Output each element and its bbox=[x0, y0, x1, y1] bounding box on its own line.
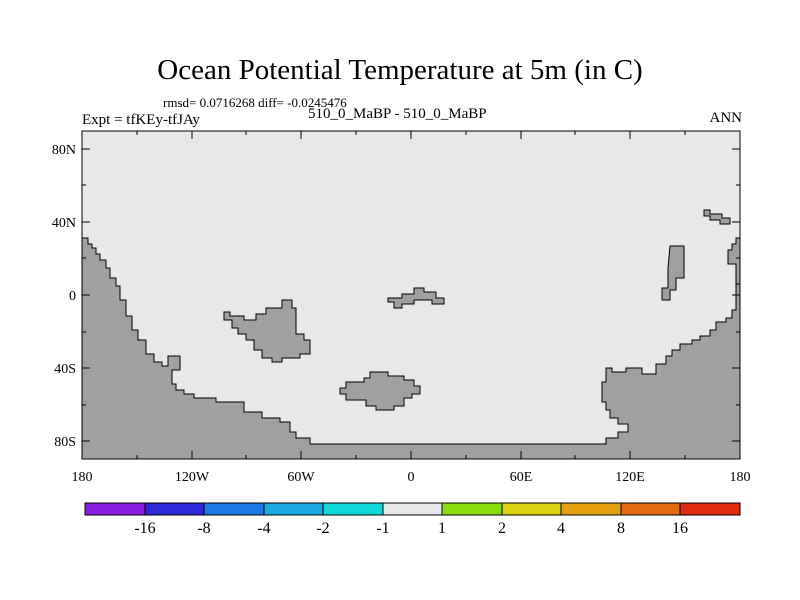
colorbar-box-9 bbox=[560, 502, 622, 516]
case-label: 510_0_MaBP - 510_0_MaBP bbox=[308, 106, 487, 122]
lat-label-80n: 80N bbox=[52, 143, 76, 158]
lat-ticks bbox=[82, 148, 740, 442]
colorbar-label: 1 bbox=[438, 520, 446, 537]
lon-label-0: 0 bbox=[408, 470, 415, 485]
lon-labels: 180 120W 60W 0 60E 120E 180 bbox=[72, 470, 751, 485]
map-title: Ocean Potential Temperature at 5m (in C) bbox=[157, 54, 643, 86]
lon-ticks bbox=[136, 131, 686, 459]
colorbar-box-5 bbox=[322, 502, 384, 516]
land-central-island bbox=[387, 287, 445, 309]
colorbar-box-10 bbox=[620, 502, 681, 516]
colorbar-label: -2 bbox=[316, 520, 329, 537]
lon-label-180e: 180 bbox=[730, 470, 751, 485]
colorbar-box-4 bbox=[263, 502, 324, 516]
land-west-continent bbox=[81, 237, 741, 460]
experiment-label: Expt = tfKEy-tfJAy bbox=[82, 112, 200, 128]
colorbar-label: -1 bbox=[376, 520, 389, 537]
lon-label-120e: 120E bbox=[615, 470, 645, 485]
lat-labels: 80N 40N 0 40S 80S bbox=[52, 143, 76, 450]
land-midwest-continent bbox=[223, 299, 311, 363]
lon-label-120w: 120W bbox=[175, 470, 210, 485]
colorbar-label: 8 bbox=[617, 520, 625, 537]
colorbar bbox=[84, 502, 741, 516]
land-east-continent bbox=[727, 237, 741, 285]
lat-label-0: 0 bbox=[69, 289, 76, 304]
lon-label-180w: 180 bbox=[72, 470, 93, 485]
colorbar-label: -8 bbox=[197, 520, 210, 537]
land-east-island bbox=[661, 245, 685, 301]
colorbar-labels: -16 -8 -4 -2 -1 1 2 4 8 16 bbox=[134, 520, 688, 537]
colorbar-label: 16 bbox=[672, 520, 688, 537]
colorbar-label: -16 bbox=[134, 520, 155, 537]
land-masses bbox=[81, 209, 741, 460]
colorbar-label: 4 bbox=[557, 520, 565, 537]
colorbar-box-3 bbox=[203, 502, 265, 516]
colorbar-box-8 bbox=[501, 502, 562, 516]
colorbar-box-2 bbox=[144, 502, 205, 516]
lat-label-40n: 40N bbox=[52, 216, 76, 231]
land-northeast-island bbox=[703, 209, 731, 225]
lon-label-60e: 60E bbox=[510, 470, 533, 485]
colorbar-label: 2 bbox=[498, 520, 506, 537]
stats-text: rmsd= 0.0716268 diff= -0.0245476 bbox=[163, 95, 347, 110]
lon-label-60w: 60W bbox=[287, 470, 315, 485]
colorbar-box-11 bbox=[679, 502, 741, 516]
season-label: ANN bbox=[709, 110, 743, 126]
lat-label-40s: 40S bbox=[54, 362, 76, 377]
colorbar-box-1 bbox=[84, 502, 146, 516]
colorbar-box-6 bbox=[382, 502, 443, 516]
land-south-continent bbox=[339, 371, 421, 411]
lat-label-80s: 80S bbox=[54, 435, 76, 450]
colorbar-box-7 bbox=[441, 502, 503, 516]
colorbar-label: -4 bbox=[257, 520, 270, 537]
